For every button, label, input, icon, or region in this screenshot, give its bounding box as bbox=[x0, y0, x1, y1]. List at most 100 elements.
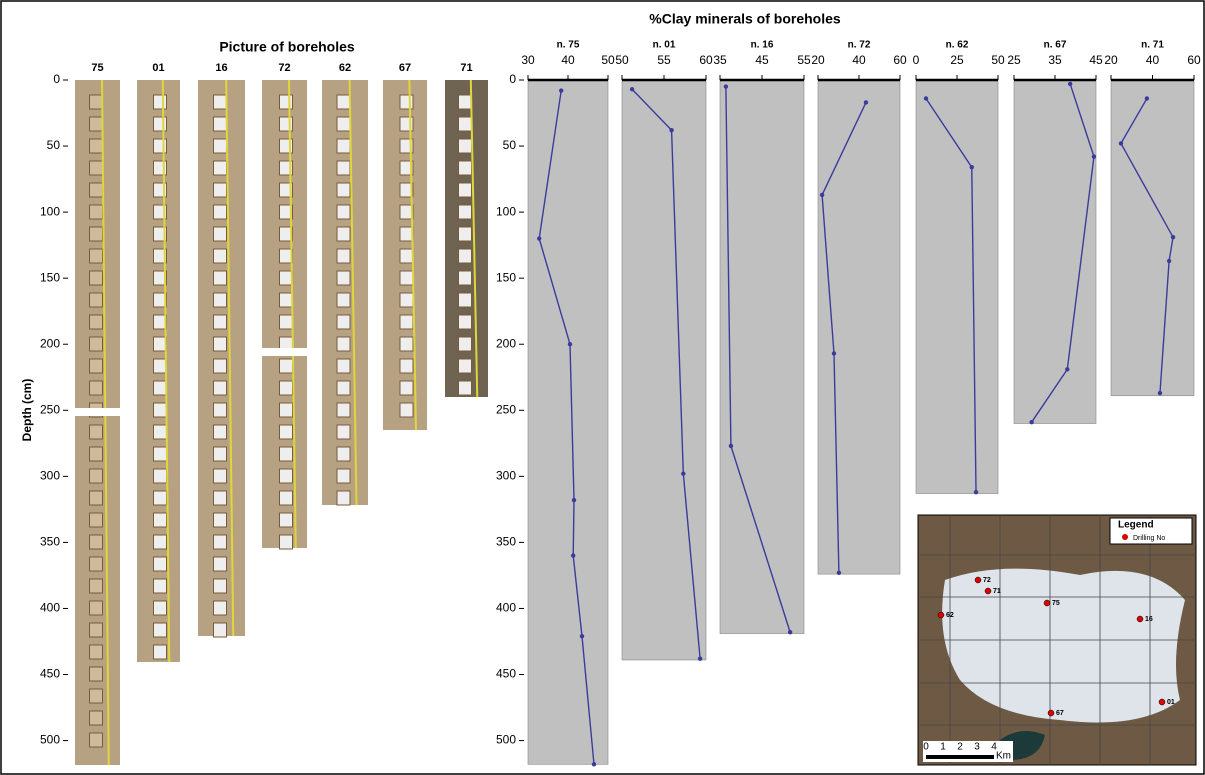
sample-card bbox=[458, 226, 472, 242]
x-tick-label: 40 bbox=[1146, 53, 1160, 67]
sample-card bbox=[458, 160, 472, 176]
tape bbox=[225, 79, 235, 637]
sample-card bbox=[213, 468, 227, 484]
sample-card bbox=[336, 314, 351, 330]
sample-card bbox=[89, 468, 103, 484]
scale-label: 2 bbox=[957, 742, 963, 753]
drilling-label: 75 bbox=[1052, 600, 1060, 607]
x-tick-label: 55 bbox=[797, 53, 811, 67]
legend-item: Drilling No bbox=[1133, 535, 1165, 542]
sample-card bbox=[399, 336, 414, 352]
sample-card bbox=[279, 94, 293, 110]
sample-card bbox=[89, 688, 103, 704]
clay-point bbox=[591, 762, 597, 767]
legend-title: Legend bbox=[1118, 520, 1154, 531]
scale-bar bbox=[926, 755, 994, 759]
sample-card bbox=[89, 578, 103, 594]
x-tick-label: 60 bbox=[1187, 53, 1201, 67]
photo-label: 67 bbox=[399, 62, 411, 74]
panel-background bbox=[817, 79, 901, 575]
sample-card bbox=[336, 160, 351, 176]
x-tick-label: 60 bbox=[893, 53, 907, 67]
sample-card bbox=[89, 314, 103, 330]
map-grid bbox=[918, 515, 1196, 765]
sample-card bbox=[153, 644, 167, 660]
y-tick-label: 0 bbox=[53, 72, 60, 86]
sample-card bbox=[213, 182, 227, 198]
clay-point bbox=[567, 342, 573, 347]
x-tick-label: 0 bbox=[913, 53, 920, 67]
tape bbox=[161, 79, 171, 663]
sample-card bbox=[89, 490, 103, 506]
panel-name: n. 71 bbox=[1141, 40, 1164, 51]
sample-card bbox=[213, 556, 227, 572]
panel-name: n. 72 bbox=[848, 40, 871, 51]
photo-gap bbox=[258, 348, 310, 356]
sample-card bbox=[279, 402, 293, 418]
x-tick-label: 40 bbox=[561, 53, 575, 67]
sample-card bbox=[279, 226, 293, 242]
sample-card bbox=[279, 534, 293, 550]
sample-card bbox=[153, 336, 167, 352]
y-tick-label: 0 bbox=[509, 72, 516, 86]
panel-background bbox=[1110, 79, 1195, 397]
clay-point bbox=[571, 553, 576, 558]
y-tick-label: 250 bbox=[40, 402, 60, 416]
x-tick-label: 20 bbox=[811, 53, 825, 67]
sample-card bbox=[458, 138, 472, 154]
sample-card bbox=[336, 292, 351, 308]
clay-point bbox=[1118, 141, 1124, 146]
sample-card bbox=[399, 182, 414, 198]
sample-card bbox=[213, 446, 227, 462]
sample-card bbox=[336, 424, 351, 440]
sample-card bbox=[336, 490, 351, 506]
panel-name: n. 75 bbox=[557, 40, 580, 51]
x-tick-label: 25 bbox=[950, 53, 964, 67]
panel-name: n. 01 bbox=[653, 40, 676, 51]
clay-point bbox=[1166, 258, 1172, 264]
sample-card bbox=[458, 336, 472, 352]
sample-card bbox=[399, 314, 414, 330]
sample-card bbox=[153, 358, 167, 374]
sample-card bbox=[89, 358, 103, 374]
photo-label: 01 bbox=[152, 62, 164, 74]
sample-card bbox=[336, 446, 351, 462]
sample-card bbox=[279, 358, 293, 374]
clay-point bbox=[571, 497, 577, 503]
x-tick-label: 50 bbox=[991, 53, 1005, 67]
sample-card bbox=[89, 710, 103, 726]
drilling-label: 67 bbox=[1056, 710, 1064, 717]
y-tick-label: 100 bbox=[496, 204, 516, 218]
sample-card bbox=[399, 358, 414, 374]
clay-point bbox=[629, 87, 635, 92]
x-tick-label: 50 bbox=[601, 53, 615, 67]
tape bbox=[288, 79, 297, 549]
sample-card bbox=[89, 732, 103, 748]
sample-card bbox=[458, 380, 472, 396]
clay-point bbox=[579, 634, 585, 639]
sample-card bbox=[89, 182, 103, 198]
x-tick-label: 55 bbox=[657, 53, 671, 67]
drilling-label: 16 bbox=[1145, 616, 1153, 623]
panel-background bbox=[621, 79, 707, 661]
sample-card bbox=[213, 534, 227, 550]
clay-line bbox=[631, 88, 701, 659]
y-tick-label: 250 bbox=[496, 402, 516, 416]
sample-card bbox=[89, 248, 103, 264]
sample-card bbox=[399, 204, 414, 220]
sample-card bbox=[213, 204, 227, 220]
sample-card bbox=[336, 182, 351, 198]
sample-card bbox=[213, 116, 227, 132]
y-axis-label: Depth (cm) bbox=[20, 379, 34, 442]
y-tick-label: 300 bbox=[496, 469, 516, 483]
salt-lake bbox=[942, 568, 1185, 723]
clay-point bbox=[787, 630, 793, 635]
sample-card bbox=[213, 600, 227, 616]
sample-card bbox=[336, 94, 351, 110]
y-tick-label: 350 bbox=[40, 535, 60, 549]
clay-point bbox=[923, 96, 929, 101]
sample-card bbox=[89, 204, 103, 220]
clay-point bbox=[1091, 154, 1097, 159]
sample-card bbox=[458, 248, 472, 264]
